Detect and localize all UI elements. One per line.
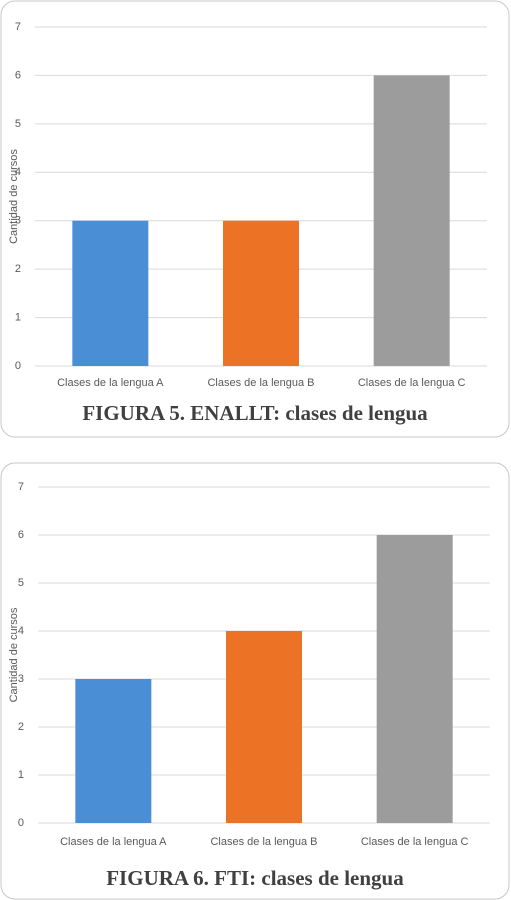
y-axis-label: Cantidad de cursos — [8, 607, 20, 702]
y-tick-label: 2 — [15, 263, 21, 275]
bar — [226, 631, 302, 823]
bar — [72, 220, 149, 366]
bar — [75, 679, 152, 823]
y-tick-label: 2 — [18, 721, 24, 733]
y-tick-label: 6 — [15, 69, 21, 81]
y-tick-label: 1 — [15, 311, 21, 323]
y-axis-label: Cantidad de cursos — [8, 149, 20, 244]
y-tick-label: 0 — [15, 360, 21, 372]
x-tick-label: Clases de la lengua C — [361, 836, 469, 848]
y-tick-label: 0 — [18, 817, 24, 829]
y-tick-label: 6 — [18, 529, 24, 541]
y-tick-label: 7 — [15, 21, 21, 33]
panel — [0, 462, 510, 900]
x-tick-label: Clases de la lengua B — [210, 836, 317, 848]
chart-title: FIGURA 6. FTI: clases de lengua — [106, 866, 404, 890]
y-tick-label: 7 — [18, 481, 24, 493]
y-tick-label: 1 — [18, 769, 24, 781]
chart-title: FIGURA 5. ENALLT: clases de lengua — [82, 401, 428, 425]
bar — [223, 220, 299, 366]
y-tick-label: 3 — [18, 673, 24, 685]
bar — [373, 75, 450, 366]
x-tick-label: Clases de la lengua C — [358, 377, 466, 389]
y-tick-label: 4 — [18, 625, 24, 637]
y-tick-label: 5 — [15, 118, 21, 130]
x-tick-label: Clases de la lengua A — [60, 836, 167, 848]
y-tick-label: 4 — [15, 166, 21, 178]
panel — [0, 0, 510, 438]
y-tick-label: 3 — [15, 215, 21, 227]
x-tick-label: Clases de la lengua A — [57, 377, 164, 389]
x-tick-label: Clases de la lengua B — [207, 377, 314, 389]
bar — [376, 535, 453, 823]
y-tick-label: 5 — [18, 577, 24, 589]
